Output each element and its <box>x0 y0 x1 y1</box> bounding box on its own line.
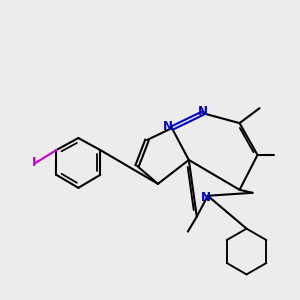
Text: N: N <box>198 105 208 118</box>
Text: N: N <box>201 191 211 204</box>
Text: I: I <box>32 156 36 170</box>
Text: N: N <box>162 120 172 133</box>
